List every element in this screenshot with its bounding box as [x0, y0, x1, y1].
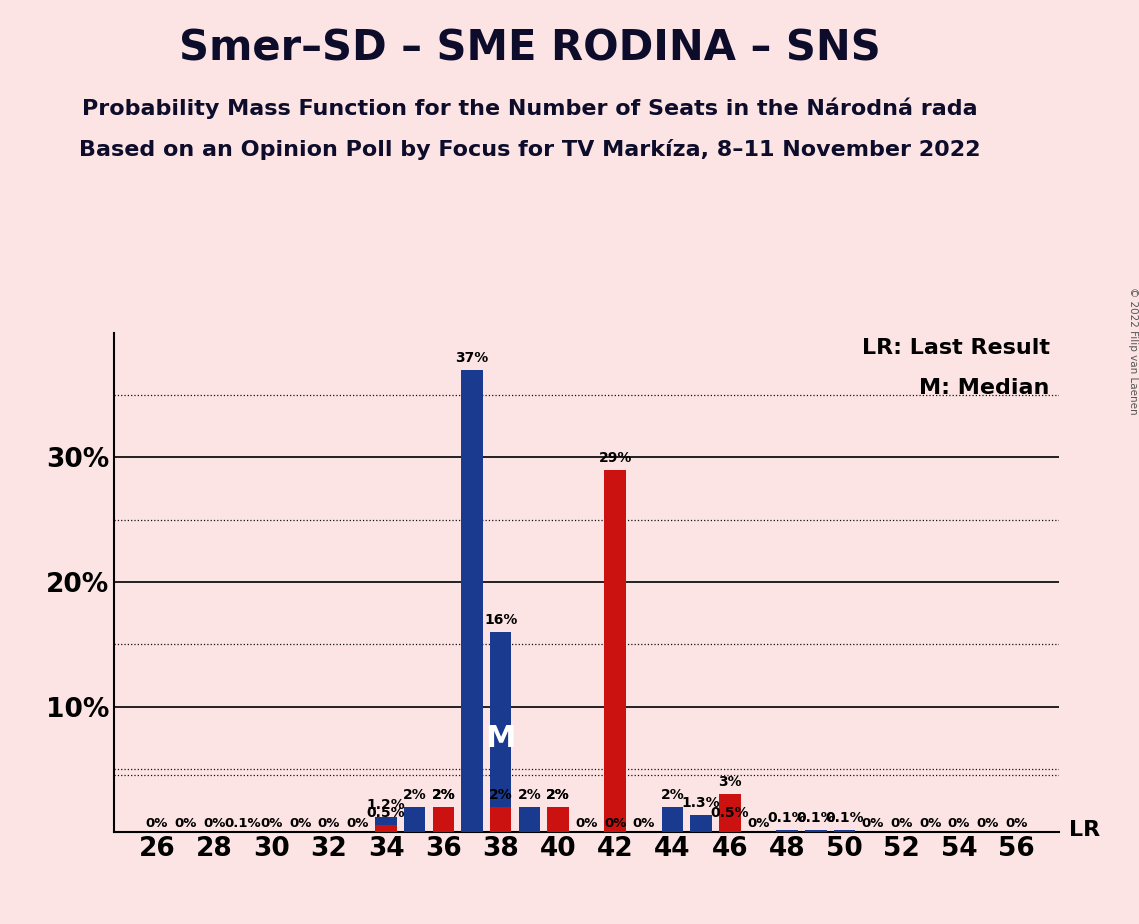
Bar	[376, 825, 396, 832]
Text: 0%: 0%	[862, 818, 884, 831]
Text: 2%: 2%	[403, 787, 427, 802]
Bar	[433, 807, 454, 832]
Bar	[433, 807, 454, 832]
Text: 0%: 0%	[919, 818, 942, 831]
Text: 1.3%: 1.3%	[682, 796, 721, 810]
Bar	[777, 831, 797, 832]
Text: 0%: 0%	[891, 818, 912, 831]
Bar	[547, 807, 568, 832]
Text: 29%: 29%	[599, 451, 632, 465]
Text: 0%: 0%	[575, 818, 598, 831]
Text: 2%: 2%	[517, 787, 541, 802]
Text: © 2022 Filip van Laenen: © 2022 Filip van Laenen	[1129, 287, 1138, 415]
Text: 0.1%: 0.1%	[825, 811, 863, 825]
Bar	[719, 825, 740, 832]
Bar	[376, 817, 396, 832]
Text: 2%: 2%	[546, 787, 570, 802]
Bar	[834, 831, 855, 832]
Bar	[518, 807, 540, 832]
Bar	[805, 831, 827, 832]
Text: 2%: 2%	[546, 787, 570, 802]
Text: 0%: 0%	[632, 818, 655, 831]
Bar	[547, 807, 568, 832]
Bar	[719, 794, 740, 832]
Text: 0%: 0%	[261, 818, 282, 831]
Text: 16%: 16%	[484, 613, 517, 627]
Text: 0%: 0%	[747, 818, 770, 831]
Text: 0%: 0%	[976, 818, 999, 831]
Text: 0.1%: 0.1%	[224, 818, 261, 831]
Text: 0%: 0%	[604, 818, 626, 831]
Bar	[690, 815, 712, 832]
Text: 2%: 2%	[432, 787, 456, 802]
Text: M: Median: M: Median	[919, 378, 1050, 397]
Bar	[490, 632, 511, 832]
Text: 0%: 0%	[948, 818, 970, 831]
Bar	[662, 807, 683, 832]
Text: 2%: 2%	[432, 787, 456, 802]
Text: LR: LR	[1068, 821, 1100, 840]
Text: 0.1%: 0.1%	[796, 811, 835, 825]
Text: 0.5%: 0.5%	[367, 807, 405, 821]
Text: 0%: 0%	[289, 818, 311, 831]
Text: 0%: 0%	[203, 818, 226, 831]
Text: 0%: 0%	[146, 818, 169, 831]
Text: 0.1%: 0.1%	[768, 811, 806, 825]
Bar	[404, 807, 426, 832]
Text: 0%: 0%	[1005, 818, 1027, 831]
Text: 2%: 2%	[661, 787, 685, 802]
Text: 1.2%: 1.2%	[367, 797, 405, 811]
Text: Based on an Opinion Poll by Focus for TV Markíza, 8–11 November 2022: Based on an Opinion Poll by Focus for TV…	[79, 139, 981, 160]
Text: M: M	[485, 723, 516, 752]
Text: 37%: 37%	[456, 351, 489, 365]
Bar	[490, 807, 511, 832]
Bar	[461, 370, 483, 832]
Text: 0%: 0%	[346, 818, 369, 831]
Text: LR: Last Result: LR: Last Result	[862, 337, 1050, 358]
Text: 0%: 0%	[174, 818, 197, 831]
Text: 2%: 2%	[489, 787, 513, 802]
Text: 0.5%: 0.5%	[711, 807, 749, 821]
Text: 0%: 0%	[318, 818, 339, 831]
Text: 3%: 3%	[718, 775, 741, 789]
Bar	[605, 469, 626, 832]
Text: Smer–SD – SME RODINA – SNS: Smer–SD – SME RODINA – SNS	[179, 28, 880, 69]
Text: Probability Mass Function for the Number of Seats in the Národná rada: Probability Mass Function for the Number…	[82, 97, 977, 118]
